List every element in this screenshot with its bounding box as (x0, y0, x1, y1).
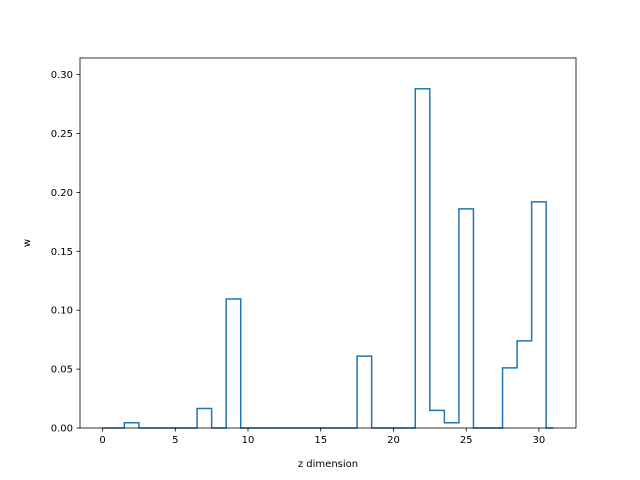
y-tick-label: 0.00 (51, 424, 73, 435)
x-tick-label: 10 (242, 435, 255, 446)
x-tick-label: 30 (533, 435, 546, 446)
y-tick-label: 0.10 (51, 306, 73, 317)
y-tick-label: 0.05 (51, 365, 73, 376)
y-tick-label: 0.20 (51, 188, 73, 199)
x-tick-label: 5 (172, 435, 178, 446)
x-tick-label: 0 (99, 435, 105, 446)
x-axis: 0 5 10 15 20 25 30 (99, 428, 545, 446)
x-axis-label: z dimension (298, 459, 358, 470)
x-tick-label: 25 (460, 435, 473, 446)
x-tick-label: 15 (314, 435, 327, 446)
y-tick-label: 0.30 (51, 70, 73, 81)
x-tick-label: 20 (387, 435, 400, 446)
plot-area (79, 57, 577, 429)
y-axis-label: w (22, 239, 33, 247)
y-axis: 0.00 0.05 0.10 0.15 0.20 0.25 0.30 (51, 70, 80, 435)
series-line (102, 87, 554, 429)
y-tick-label: 0.25 (51, 129, 73, 140)
y-tick-label: 0.15 (51, 247, 73, 258)
plot-frame (79, 57, 577, 429)
